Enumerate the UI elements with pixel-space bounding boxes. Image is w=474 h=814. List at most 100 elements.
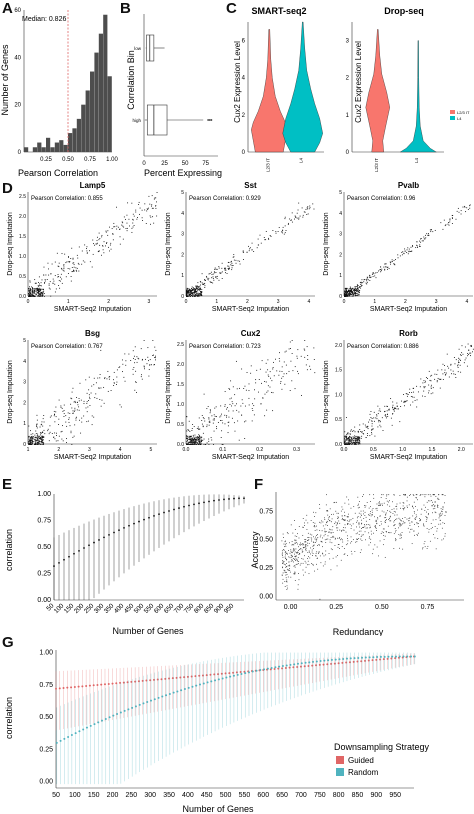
mean-point: [78, 549, 80, 552]
scatter-point: [253, 414, 255, 416]
scatter-point: [75, 402, 77, 404]
mean-point: [59, 739, 62, 742]
scatter-point: [198, 436, 199, 438]
scatter-point: [76, 254, 78, 256]
scatter-point: [253, 405, 255, 407]
scatter-point: [38, 289, 39, 291]
scatter-point: [36, 427, 38, 429]
scatter-point: [70, 258, 72, 259]
scatter-point: [254, 398, 256, 400]
scatter-point: [326, 509, 328, 511]
scatter-point: [137, 357, 139, 359]
scatter-point: [196, 287, 198, 288]
scatter-point: [437, 497, 439, 499]
scatter-point: [368, 276, 370, 278]
histogram-bar: [32, 147, 37, 152]
scatter-point: [331, 529, 333, 531]
scatter-point: [236, 409, 238, 411]
scatter-point: [107, 370, 109, 372]
scatter-point: [123, 216, 125, 218]
scatter-point: [404, 494, 406, 496]
panel-c-ylabel: Cux2 Expression Level: [233, 41, 242, 123]
scatter-point: [432, 494, 434, 496]
scatter-point: [354, 286, 356, 288]
scatter-point: [54, 432, 56, 434]
scatter-point: [288, 370, 290, 372]
scatter-point: [465, 211, 467, 213]
scatter-point: [379, 420, 381, 421]
mean-point: [387, 655, 390, 658]
scatter-point: [455, 218, 457, 220]
scatter-point: [187, 288, 189, 290]
scatter-point: [30, 289, 32, 291]
scatter-point: [396, 514, 398, 516]
scatter-point: [386, 268, 388, 270]
scatter-point: [194, 441, 196, 443]
scatter-point: [42, 288, 44, 290]
scatter-point: [188, 291, 190, 293]
scatter-point: [327, 518, 329, 520]
mean-point: [334, 658, 337, 661]
scatter-point: [268, 375, 270, 377]
scatter-point: [384, 269, 386, 271]
scatter-point: [242, 259, 244, 260]
scatter-point: [422, 382, 424, 384]
scatter-point: [420, 519, 421, 521]
scatter-point: [111, 228, 113, 230]
scatter-point: [296, 551, 298, 553]
scatter-point: [28, 441, 30, 443]
mean-point: [223, 498, 225, 501]
scatter-point: [399, 495, 401, 496]
scatter-point: [347, 432, 349, 434]
scatter-point: [381, 523, 382, 525]
scatter-point: [31, 294, 33, 296]
x-tick-label: 0: [343, 299, 346, 305]
scatter-point: [79, 419, 81, 421]
scatter-point: [344, 441, 346, 443]
scatter-point: [448, 222, 449, 224]
scatter-point: [38, 441, 40, 443]
scatter-point: [268, 237, 269, 239]
scatter-point: [366, 283, 368, 285]
scatter-point: [280, 231, 282, 233]
scatter-point: [357, 291, 359, 293]
scatter-point: [327, 510, 329, 512]
scatter-point: [275, 358, 276, 360]
violin-1: [282, 21, 323, 153]
mean-point: [244, 672, 247, 675]
scatter-point: [68, 261, 70, 263]
scatter-point: [436, 373, 438, 375]
x-tick-label: 200: [107, 792, 119, 799]
scatter-point: [187, 294, 189, 296]
scatter-point: [373, 420, 375, 422]
scatter-point: [287, 576, 289, 578]
scatter-point: [355, 290, 357, 292]
scatter-point: [209, 273, 211, 275]
scatter-point: [432, 519, 434, 521]
scatter-point: [99, 238, 101, 240]
x-tick-label: L4: [414, 158, 419, 164]
scatter-point: [346, 295, 348, 297]
scatter-point: [344, 290, 346, 292]
scatter-point: [379, 269, 381, 271]
scatter-point: [76, 267, 78, 269]
scatter-point: [371, 420, 373, 422]
scatter-point: [296, 552, 298, 553]
scatter-point: [346, 516, 348, 518]
scatter-point: [48, 440, 50, 442]
scatter-title: Pvalb: [398, 181, 419, 190]
scatter-point: [413, 396, 415, 398]
scatter-point: [350, 438, 352, 440]
scatter-point: [399, 255, 401, 257]
scatter-point: [345, 291, 346, 293]
scatter-point: [286, 563, 288, 564]
scatter-point: [444, 515, 446, 516]
scatter-point: [364, 506, 366, 508]
scatter-point: [196, 295, 198, 297]
scatter-point: [297, 543, 298, 545]
scatter-point: [315, 555, 317, 557]
scatter-point: [191, 430, 193, 431]
scatter-point: [385, 522, 387, 523]
scatter-point: [362, 527, 363, 528]
scatter-point: [196, 291, 198, 293]
